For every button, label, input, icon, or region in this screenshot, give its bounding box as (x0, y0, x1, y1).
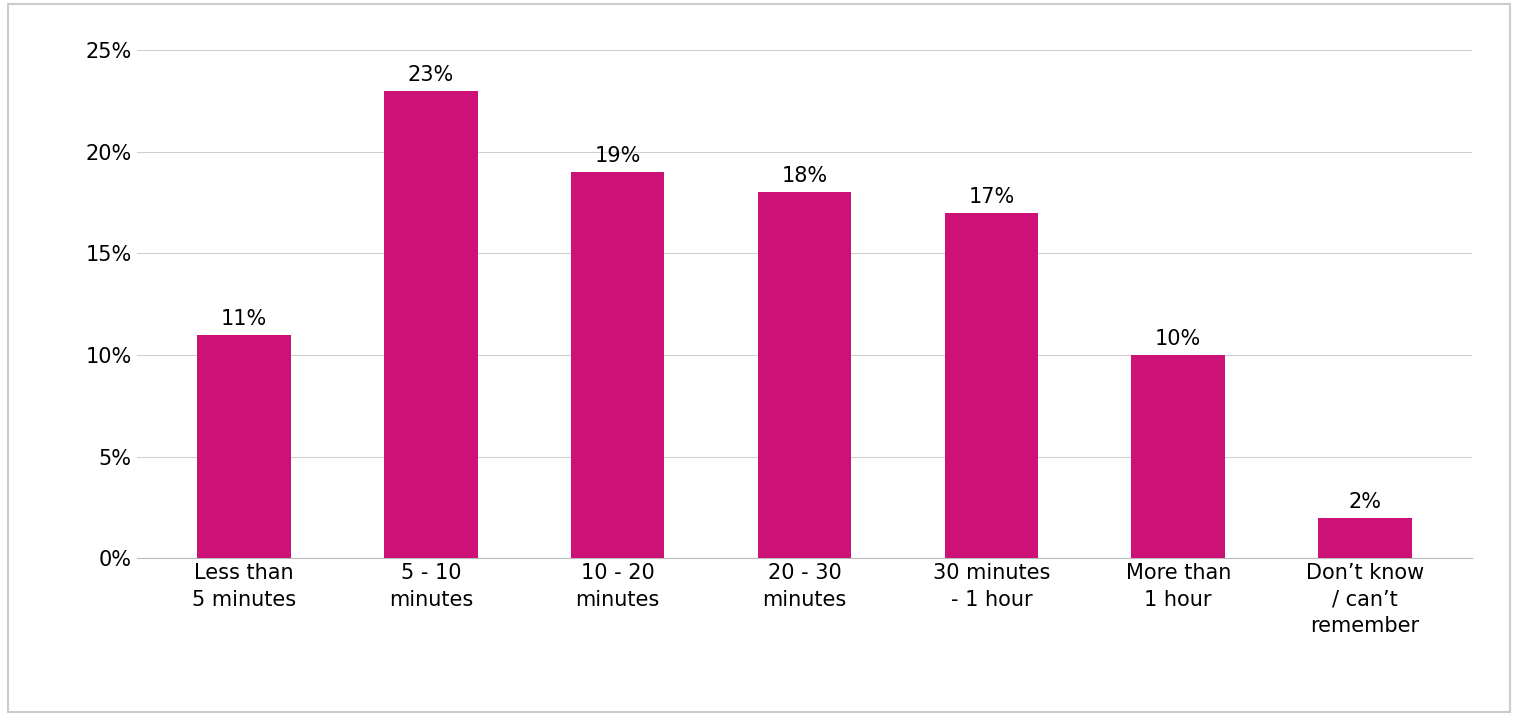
Bar (197, 335, 291, 558)
Text: 19%: 19% (595, 146, 641, 166)
Bar (1131, 355, 1225, 558)
Text: 18%: 18% (782, 166, 827, 186)
Text: 11%: 11% (222, 309, 267, 329)
Bar (384, 91, 478, 558)
Bar (757, 193, 852, 558)
Text: 23%: 23% (408, 64, 454, 84)
Text: 10%: 10% (1155, 329, 1201, 349)
Bar (944, 213, 1038, 558)
Text: 17%: 17% (968, 187, 1014, 207)
Bar (1318, 518, 1412, 558)
Bar (571, 172, 665, 558)
Text: 2%: 2% (1348, 492, 1381, 512)
